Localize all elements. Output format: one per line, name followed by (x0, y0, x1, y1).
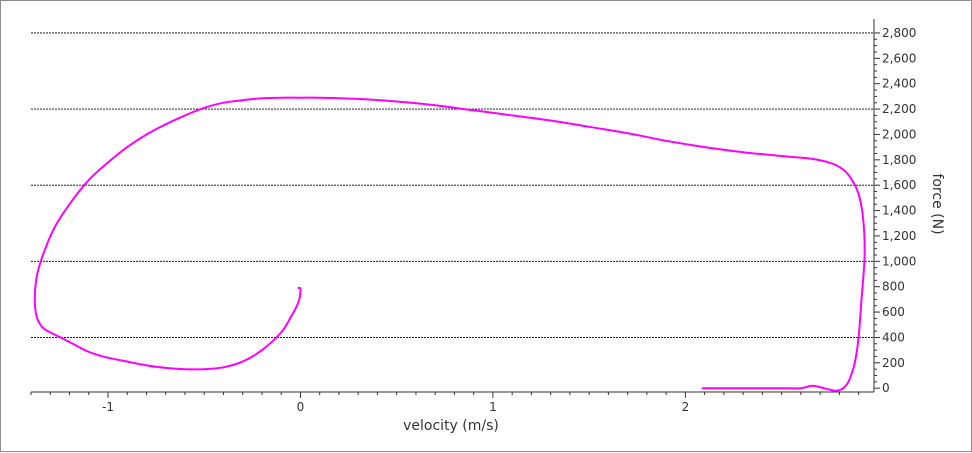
gridlines (31, 32, 874, 338)
y-axis-title: force (N) (929, 173, 945, 234)
y-tick-label: 2,400 (882, 77, 916, 91)
y-tick-label: 600 (882, 305, 905, 319)
y-tick-label: 0 (882, 381, 890, 395)
y-tick-label: 1,000 (882, 254, 916, 268)
x-tick-label: -1 (102, 400, 114, 414)
y-tick-label: 1,600 (882, 178, 916, 192)
x-tick-label: 0 (297, 400, 305, 414)
y-tick-label: 1,200 (882, 229, 916, 243)
y-tick-label: 800 (882, 280, 905, 294)
x-tick-label: 1 (489, 400, 497, 414)
series-layer (33, 96, 866, 392)
y-tick-label: 2,800 (882, 26, 916, 40)
y-tick-label: 2,200 (882, 102, 916, 116)
y-tick-label: 400 (882, 330, 905, 344)
y-tick-label: 2,600 (882, 51, 916, 65)
x-tick-label: 2 (682, 400, 690, 414)
tick-labels: -1 0 1 2 0 200 400 600 800 1,000 1,200 1,400 1,600 1,… (102, 26, 916, 414)
x-axis-title: velocity (m/s) (403, 418, 499, 434)
y-tick-label: 1,800 (882, 153, 916, 167)
y-tick-label: 200 (882, 356, 905, 370)
y-tick-label: 2,000 (882, 127, 916, 141)
y-tick-label: 1,400 (882, 204, 916, 218)
series-line-0 (33, 96, 866, 392)
axes (30, 19, 880, 398)
